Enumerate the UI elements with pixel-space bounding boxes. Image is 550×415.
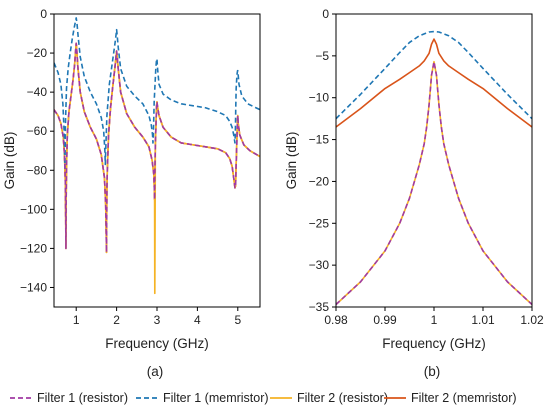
- x-tick-label: 2: [113, 313, 120, 327]
- y-tick-label: −25: [309, 216, 330, 230]
- panel-a-chart: 1 2 3 4 5 0 −20 −40 −60 −80 −100 −120 −140 Frequency …: [2, 7, 261, 351]
- y-tick-label: −60: [27, 124, 48, 138]
- panel-b-chart: 0.98 0.99 1 1.01 1.02 0 −5 −10 −15 −20 −25 −30 −35 Fr…: [284, 7, 544, 351]
- y-axis-label: Gain (dB): [284, 132, 299, 190]
- y-tick-label: −100: [20, 202, 47, 216]
- plot-frame: [53, 13, 261, 308]
- x-tick-label: 5: [234, 313, 241, 327]
- series-line-2: [336, 30, 532, 120]
- series-line-3: [54, 42, 260, 295]
- y-tick-label: −120: [20, 241, 47, 255]
- x-tick-label: 1: [73, 313, 80, 327]
- y-tick-label: −20: [309, 174, 330, 188]
- x-tick-label: 1: [431, 313, 438, 327]
- x-tick-label: 4: [194, 313, 201, 327]
- x-tick-label: 3: [154, 313, 161, 327]
- legend-label-3: Filter 2 (resistor): [297, 391, 388, 405]
- y-tick-label: −35: [309, 300, 330, 314]
- x-axis-label: Frequency (GHz): [382, 336, 486, 351]
- y-tick-label: −40: [27, 85, 48, 99]
- y-tick-label: −10: [309, 91, 330, 105]
- x-tick-label: 0.99: [373, 313, 397, 327]
- series-line-4: [54, 42, 260, 254]
- panel-a-label: (a): [147, 364, 164, 379]
- y-tick-label: −80: [27, 163, 48, 177]
- y-tick-label: −140: [20, 280, 47, 294]
- legend-label-4: Filter 2 (memristor): [411, 391, 517, 405]
- series-line-1: [54, 42, 260, 254]
- y-tick-label: −15: [309, 133, 330, 147]
- x-tick-label: 0.98: [324, 313, 348, 327]
- series-line-2: [54, 17, 260, 170]
- y-tick-label: 0: [322, 7, 329, 21]
- series-lines: [54, 17, 260, 295]
- y-tick-label: −20: [27, 46, 48, 60]
- series-line-3: [336, 60, 532, 306]
- y-tick-label: −5: [315, 49, 329, 63]
- series-line-4: [336, 38, 532, 128]
- legend: Filter 1 (resistor) Filter 1 (memristor) F…: [10, 391, 517, 405]
- y-tick-label: −30: [309, 258, 330, 272]
- plot-frame: [335, 13, 533, 308]
- series-line-1: [336, 60, 532, 306]
- y-axis-label: Gain (dB): [2, 132, 17, 190]
- x-axis-label: Frequency (GHz): [105, 336, 209, 351]
- series-lines: [336, 30, 532, 306]
- panel-b-label: (b): [424, 364, 441, 379]
- legend-label-2: Filter 1 (memristor): [163, 391, 269, 405]
- y-tick-label: 0: [40, 7, 47, 21]
- legend-label-1: Filter 1 (resistor): [37, 391, 128, 405]
- x-tick-label: 1.01: [471, 313, 495, 327]
- x-tick-label: 1.02: [520, 313, 544, 327]
